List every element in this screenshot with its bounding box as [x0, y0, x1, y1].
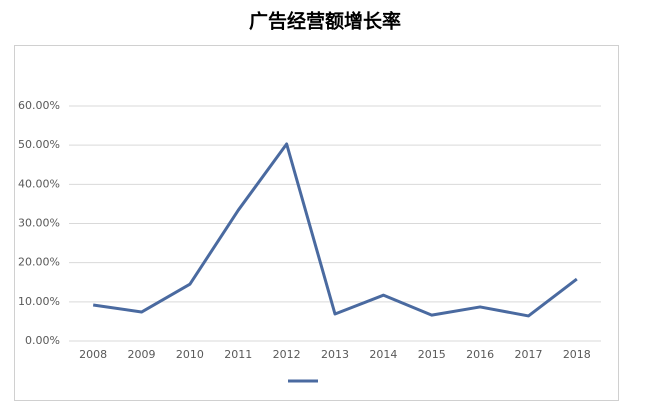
y-tick-label: 40.00% — [18, 177, 60, 190]
y-tick-label: 30.00% — [18, 217, 60, 230]
chart-title: 广告经营额增长率 — [249, 10, 401, 33]
y-tick-label: 60.00% — [18, 99, 60, 112]
data-line — [92, 142, 578, 318]
x-tick-label: 2018 — [563, 348, 591, 361]
y-tick-label: 50.00% — [18, 138, 60, 151]
x-tick-label: 2009 — [128, 348, 156, 361]
x-tick-label: 2016 — [466, 348, 494, 361]
x-tick-label: 2010 — [176, 348, 204, 361]
y-tick-label: 20.00% — [18, 256, 60, 269]
y-tick-label: 10.00% — [18, 295, 60, 308]
x-tick-label: 2008 — [79, 348, 107, 361]
x-tick-label: 2017 — [514, 348, 542, 361]
x-tick-label: 2011 — [224, 348, 252, 361]
x-tick-label: 2013 — [321, 348, 349, 361]
x-tick-label: 2014 — [369, 348, 397, 361]
x-tick-label: 2015 — [418, 348, 446, 361]
y-tick-label: 0.00% — [25, 334, 60, 347]
x-tick-label: 2012 — [273, 348, 301, 361]
